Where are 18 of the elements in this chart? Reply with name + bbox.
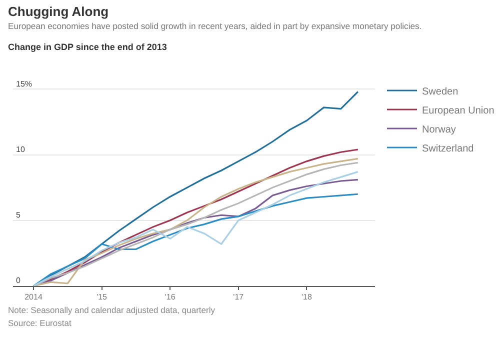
y-axis-title: Change in GDP since the end of 2013 [8, 41, 168, 53]
x-tick-label: '18 [301, 292, 312, 302]
legend-label: Norway [422, 124, 456, 136]
legend-label: Switzerland [422, 143, 474, 154]
x-tick-label: '15 [96, 292, 108, 302]
y-tick-label: 15% [16, 79, 32, 88]
x-tick-label: 2014 [24, 292, 43, 302]
y-tick-label: 10 [16, 144, 26, 154]
legend-label: Sweden [422, 86, 458, 98]
source-note: Source: Eurostat [8, 317, 72, 330]
chart-subtitle: European economies have posted solid growth in recent years, aided in part by expansive monetary policies. [8, 20, 423, 32]
y-tick-label: 0 [16, 276, 21, 286]
chart-title: Chugging Along [8, 4, 110, 20]
y-tick-label: 5 [16, 210, 21, 220]
x-tick-label: '16 [164, 292, 176, 302]
text: Note: Seasonally and calendar adjusted data, quarterly [8, 304, 216, 317]
legend-label: European Union [422, 105, 494, 116]
x-tick-label: '17 [233, 292, 244, 302]
